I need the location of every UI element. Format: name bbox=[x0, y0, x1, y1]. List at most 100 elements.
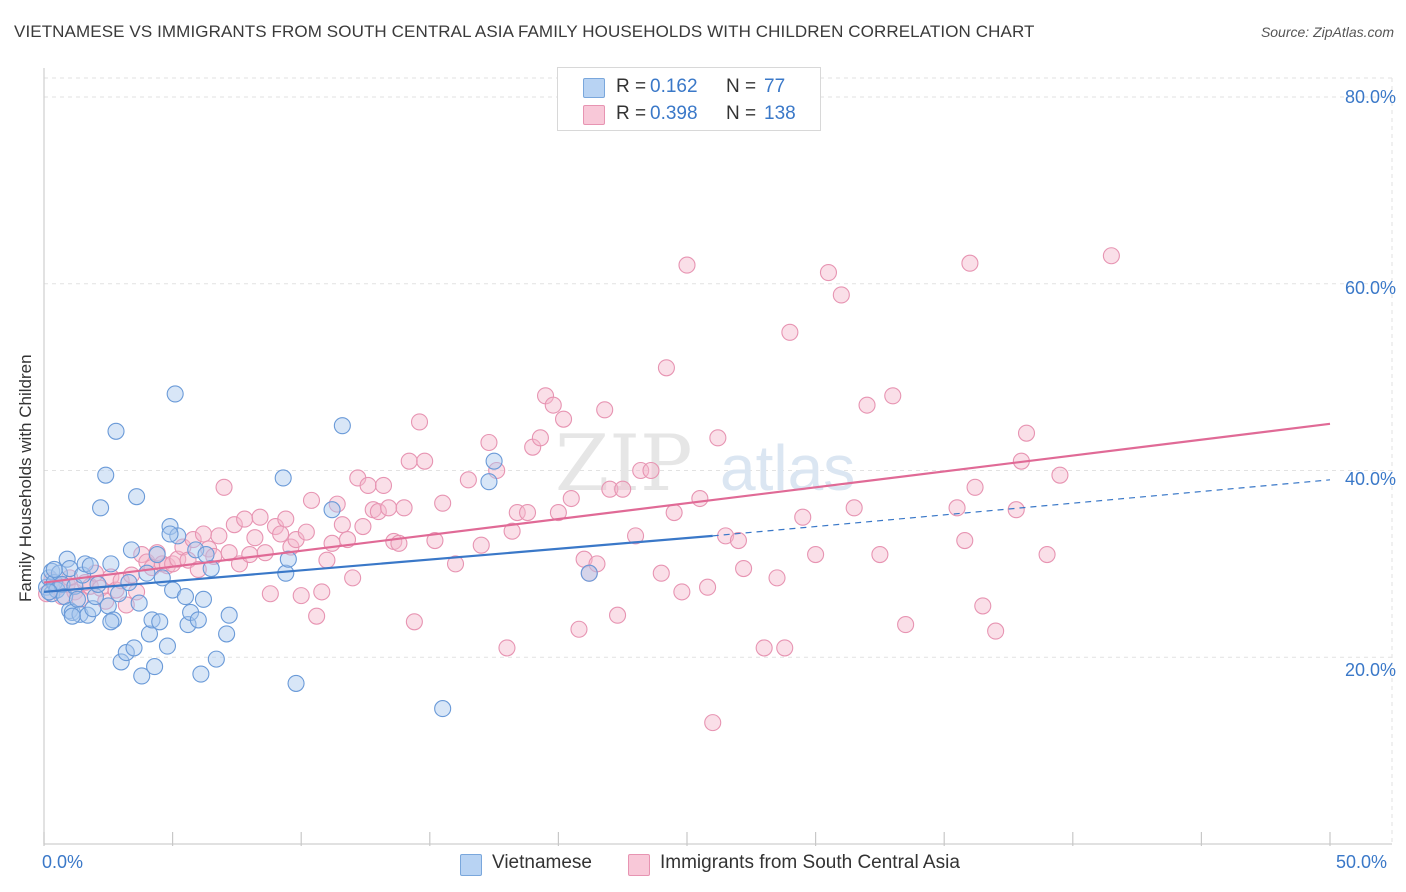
scatter-point-immigrants bbox=[897, 616, 915, 634]
scatter-point-immigrants bbox=[819, 263, 838, 282]
scatter-point-immigrants bbox=[807, 545, 825, 564]
scatter-point-vietnamese bbox=[220, 606, 238, 624]
scatter-point-vietnamese bbox=[125, 639, 143, 657]
scatter-point-immigrants bbox=[256, 544, 274, 562]
legend-r-label: R = bbox=[616, 103, 647, 124]
legend-swatch-pink bbox=[628, 854, 650, 876]
scatter-point-immigrants bbox=[277, 510, 295, 528]
stats-legend: R = 0.162 N = 77 R = 0.398 N = 138 bbox=[557, 67, 821, 131]
scatter-point-immigrants bbox=[755, 639, 773, 657]
scatter-point-vietnamese bbox=[202, 559, 220, 578]
scatter-point-vietnamese bbox=[133, 667, 151, 685]
trend-line-immigrants bbox=[43, 422, 1331, 584]
scatter-point-immigrants bbox=[601, 480, 619, 498]
scatter-point-immigrants bbox=[446, 555, 465, 573]
scatter-point-immigrants bbox=[781, 323, 799, 341]
scatter-point-immigrants bbox=[678, 256, 696, 274]
scatter-point-vietnamese bbox=[138, 564, 156, 582]
legend-label: Immigrants from South Central Asia bbox=[660, 852, 960, 873]
scatter-point-immigrants bbox=[987, 622, 1005, 640]
scatter-point-immigrants bbox=[416, 452, 434, 470]
scatter-point-vietnamese bbox=[68, 590, 86, 608]
scatter-point-immigrants bbox=[215, 478, 233, 496]
scatter-point-immigrants bbox=[380, 499, 398, 517]
scatter-point-vietnamese bbox=[194, 590, 213, 608]
scatter-point-immigrants bbox=[318, 551, 336, 569]
x-tick-label: 50.0% bbox=[1336, 852, 1388, 872]
scatter-point-immigrants bbox=[699, 578, 717, 596]
scatter-point-vietnamese bbox=[122, 541, 140, 559]
scatter-point-immigrants bbox=[410, 413, 429, 431]
scatter-point-vietnamese bbox=[274, 469, 292, 487]
scatter-point-immigrants bbox=[956, 531, 974, 550]
scatter-point-immigrants bbox=[709, 429, 727, 447]
scatter-point-immigrants bbox=[961, 254, 979, 272]
scatter-point-immigrants bbox=[1051, 466, 1069, 484]
legend-r-value: 0.162 bbox=[650, 76, 698, 97]
scatter-point-immigrants bbox=[642, 461, 660, 480]
scatter-point-immigrants bbox=[845, 499, 863, 517]
scatter-point-immigrants bbox=[246, 529, 264, 547]
scatter-point-immigrants bbox=[735, 559, 753, 578]
scatter-point-immigrants bbox=[1007, 501, 1025, 519]
scatter-point-vietnamese bbox=[207, 650, 225, 668]
scatter-point-immigrants bbox=[395, 499, 413, 517]
scatter-point-immigrants bbox=[359, 476, 377, 494]
scatter-point-immigrants bbox=[562, 489, 580, 508]
scatter-point-vietnamese bbox=[333, 417, 351, 435]
scatter-point-immigrants bbox=[236, 510, 254, 528]
scatter-point-immigrants bbox=[241, 545, 259, 564]
y-tick-label: 60.0% bbox=[1344, 278, 1396, 298]
scatter-point-immigrants bbox=[691, 489, 709, 508]
series-vietnamese-points bbox=[38, 385, 598, 718]
scatter-point-vietnamese bbox=[97, 466, 115, 484]
legend-r-label: R = bbox=[616, 76, 647, 97]
scatter-point-immigrants bbox=[354, 517, 372, 536]
scatter-point-immigrants bbox=[596, 401, 614, 419]
legend-swatch-pink bbox=[583, 105, 605, 125]
scatter-point-vietnamese bbox=[580, 564, 598, 582]
scatter-point-immigrants bbox=[261, 585, 279, 603]
y-tick-label: 80.0% bbox=[1344, 87, 1396, 107]
scatter-point-immigrants bbox=[210, 527, 228, 545]
scatter-point-immigrants bbox=[966, 478, 984, 496]
scatter-point-vietnamese bbox=[45, 560, 63, 579]
scatter-point-immigrants bbox=[503, 522, 521, 540]
scatter-point-immigrants bbox=[333, 516, 351, 534]
scatter-point-vietnamese bbox=[434, 700, 452, 718]
scatter-point-immigrants bbox=[544, 396, 562, 414]
scatter-point-vietnamese bbox=[485, 452, 503, 470]
scatter-point-vietnamese bbox=[287, 674, 305, 692]
legend-swatch-blue bbox=[583, 78, 605, 98]
scatter-point-immigrants bbox=[472, 536, 490, 554]
scatter-point-immigrants bbox=[858, 396, 876, 414]
scatter-point-immigrants bbox=[768, 569, 786, 587]
scatter-point-immigrants bbox=[344, 569, 362, 587]
scatter-point-vietnamese bbox=[158, 637, 177, 655]
scatter-point-immigrants bbox=[272, 525, 290, 543]
scatter-point-immigrants bbox=[554, 410, 573, 428]
scatter-point-vietnamese bbox=[279, 550, 297, 568]
scatter-point-immigrants bbox=[434, 494, 452, 512]
scatter-point-vietnamese bbox=[192, 665, 210, 683]
legend-swatch-blue bbox=[460, 854, 482, 876]
scatter-point-immigrants bbox=[225, 516, 243, 534]
scatter-point-vietnamese bbox=[166, 385, 184, 403]
scatter-point-immigrants bbox=[313, 583, 331, 601]
scatter-point-vietnamese bbox=[130, 594, 148, 612]
scatter-point-immigrants bbox=[657, 359, 675, 377]
scatter-point-immigrants bbox=[729, 531, 747, 550]
scatter-point-immigrants bbox=[251, 508, 269, 526]
source-label: Source: ZipAtlas.com bbox=[1260, 24, 1394, 40]
scatter-point-vietnamese bbox=[107, 422, 125, 440]
scatter-point-immigrants bbox=[97, 592, 115, 610]
x-tick-label: 0.0% bbox=[42, 852, 84, 872]
scatter-point-immigrants bbox=[323, 534, 341, 552]
scatter-point-vietnamese bbox=[128, 488, 146, 506]
y-tick-label: 40.0% bbox=[1344, 469, 1396, 489]
scatter-point-vietnamese bbox=[92, 499, 110, 517]
scatter-point-vietnamese bbox=[112, 653, 130, 671]
trend-line-vietnamese-extrapolated bbox=[712, 479, 1331, 537]
scatter-point-immigrants bbox=[832, 286, 850, 304]
scatter-point-vietnamese bbox=[187, 541, 205, 559]
